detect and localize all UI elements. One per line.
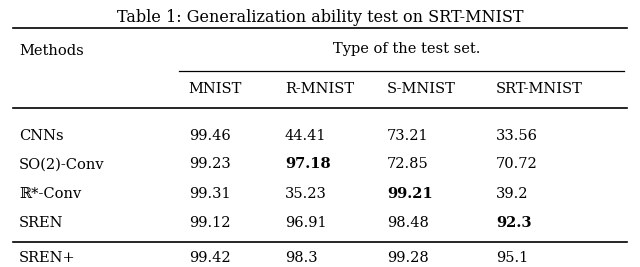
Text: 99.28: 99.28 [387, 251, 429, 265]
Text: 70.72: 70.72 [496, 157, 538, 171]
Text: 99.46: 99.46 [189, 129, 230, 143]
Text: 95.1: 95.1 [496, 251, 528, 265]
Text: 97.18: 97.18 [285, 157, 330, 171]
Text: 96.91: 96.91 [285, 216, 326, 230]
Text: Table 1: Generalization ability test on SRT-MNIST: Table 1: Generalization ability test on … [116, 9, 524, 26]
Text: 35.23: 35.23 [285, 187, 326, 201]
Text: R-MNIST: R-MNIST [285, 83, 354, 96]
Text: 99.42: 99.42 [189, 251, 230, 265]
Text: Methods: Methods [19, 44, 84, 58]
Text: S-MNIST: S-MNIST [387, 83, 456, 96]
Text: ℝ*-Conv: ℝ*-Conv [19, 187, 81, 201]
Text: MNIST: MNIST [189, 83, 242, 96]
Text: 98.3: 98.3 [285, 251, 317, 265]
Text: SO(2)-Conv: SO(2)-Conv [19, 157, 105, 171]
Text: 99.31: 99.31 [189, 187, 230, 201]
Text: SREN+: SREN+ [19, 251, 76, 265]
Text: 99.12: 99.12 [189, 216, 230, 230]
Text: 33.56: 33.56 [496, 129, 538, 143]
Text: SRT-MNIST: SRT-MNIST [496, 83, 583, 96]
Text: SREN: SREN [19, 216, 64, 230]
Text: 73.21: 73.21 [387, 129, 429, 143]
Text: 99.23: 99.23 [189, 157, 230, 171]
Text: CNNs: CNNs [19, 129, 64, 143]
Text: 72.85: 72.85 [387, 157, 429, 171]
Text: 99.21: 99.21 [387, 187, 433, 201]
Text: 39.2: 39.2 [496, 187, 529, 201]
Text: 98.48: 98.48 [387, 216, 429, 230]
Text: 44.41: 44.41 [285, 129, 326, 143]
Text: 92.3: 92.3 [496, 216, 531, 230]
Text: Type of the test set.: Type of the test set. [333, 42, 480, 56]
